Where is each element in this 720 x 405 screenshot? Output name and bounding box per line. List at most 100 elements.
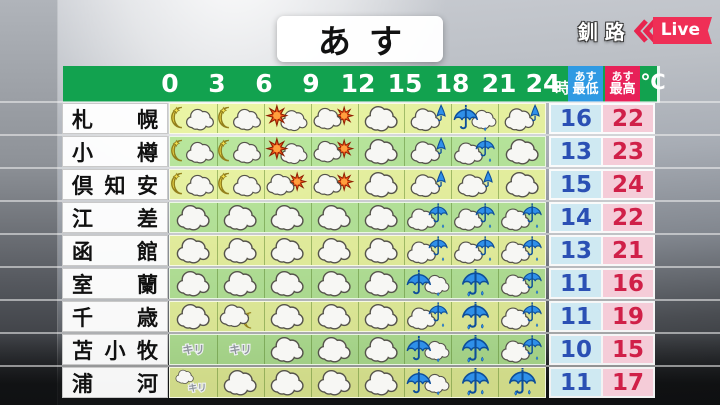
cloud-icon: [364, 105, 398, 132]
cloud-umbrella-icon: [500, 302, 542, 330]
city-label: 江差: [62, 202, 168, 233]
sun-cloud-icon: [265, 104, 308, 132]
high-temp-value: 22: [603, 204, 653, 231]
icon-strip: [169, 235, 546, 266]
city-label-char: 室: [72, 272, 93, 297]
sun-cloud-icon: [265, 137, 308, 165]
high-temp-value: 19: [603, 303, 653, 330]
low-temp-value: 13: [551, 237, 601, 264]
cloud-drop-icon: [410, 104, 446, 132]
high-badge-line2: 最高: [609, 81, 636, 97]
city-label: 浦河: [62, 367, 168, 398]
hours-header-bar: 0 3 6 9 12 15 18 21 24 時 あす 最低 あす 最高 ℃: [63, 66, 666, 102]
cloud-icon: [224, 204, 257, 231]
weather-icon-cell: [404, 203, 451, 232]
cloud-sun-icon: [313, 105, 355, 130]
city-label: 札幌: [62, 103, 168, 134]
icon-strip: [169, 136, 546, 167]
weather-icon-cell: [310, 104, 358, 133]
cloud-icon: [270, 237, 304, 264]
live-indicator: 釧路 Live: [578, 16, 712, 45]
weather-icon-cell: [310, 368, 358, 397]
hour-label: 24: [525, 69, 561, 98]
cloud-umbrella-icon: [500, 236, 542, 264]
city-label-char: 河: [137, 371, 158, 396]
weather-icon-cell: [216, 203, 264, 232]
city-label: 倶知安: [62, 169, 168, 200]
hour-label: 6: [255, 69, 273, 98]
weather-icon-cell: [310, 236, 358, 265]
weather-icon-cell: [404, 368, 451, 397]
low-temp-value: 15: [551, 171, 601, 198]
hour-label: 21: [481, 69, 517, 98]
cloud-icon: [224, 270, 257, 297]
weather-icon-cell: [451, 302, 498, 331]
weather-icon-cell: [357, 368, 405, 397]
celsius-unit-label: ℃: [640, 70, 666, 94]
cloud-drop-icon: [410, 137, 446, 165]
high-temp-value: 22: [603, 105, 653, 132]
cloud-icon: [505, 138, 539, 165]
weather-icon-cell: [263, 236, 311, 265]
weather-icon-cell: [263, 302, 311, 331]
city-label-char: 樽: [137, 140, 158, 165]
hour-label: 12: [340, 69, 376, 98]
weather-icon-cell: [404, 236, 451, 265]
city-label: 室蘭: [62, 268, 168, 299]
weather-icon-cell: [216, 104, 264, 133]
weather-icon-cell: [216, 368, 264, 397]
city-label-char: 札: [72, 107, 93, 132]
temperature-box: 15 24: [549, 169, 655, 200]
weather-icon-cell: [216, 137, 264, 166]
weather-icon-cell: [357, 269, 405, 298]
cloud-icon: [224, 237, 257, 264]
city-label-char: 苫: [72, 338, 93, 363]
weather-icon-cell: キリ: [170, 368, 217, 397]
weather-icon-cell: [451, 236, 498, 265]
temperature-box: 11 19: [549, 301, 655, 332]
icon-strip: [169, 169, 546, 200]
cloud-icon: [270, 336, 304, 363]
weather-icon-cell: [216, 269, 264, 298]
cloud-icon: [364, 336, 398, 363]
weather-icon-cell: [310, 203, 358, 232]
fog-icon: キリ: [181, 342, 206, 357]
weather-icon-cell: [263, 203, 311, 232]
table-row: 函館 13 21: [0, 235, 720, 266]
high-temp-value: 21: [603, 237, 653, 264]
svg-text:キリ: キリ: [188, 383, 206, 394]
weather-icon-cell: [263, 368, 311, 397]
cloud-icon: [317, 270, 351, 297]
umbrella-cloud-icon: [406, 368, 450, 396]
city-label: 函館: [62, 235, 168, 266]
cloud-sun-icon: [313, 138, 355, 163]
weather-icon-cell: [170, 236, 217, 265]
cloud-icon: [364, 303, 398, 330]
weather-icon-cell: [310, 335, 358, 364]
weather-icon-cell: [498, 368, 545, 397]
city-label-char: 函: [72, 239, 93, 264]
hour-label: 15: [387, 69, 423, 98]
table-row: 江差 14 22: [0, 202, 720, 233]
cloud-icon: [176, 237, 210, 264]
weather-icon-cell: [357, 236, 405, 265]
weather-icon-cell: [498, 104, 545, 133]
live-location-label: 釧路: [577, 20, 632, 44]
cloud-fog-icon: キリ: [175, 369, 208, 395]
umbrella-icon: [461, 335, 489, 363]
hour-label: 0: [161, 69, 179, 98]
weather-icon-cell: [498, 269, 545, 298]
low-badge-line2: 最低: [572, 81, 599, 97]
moon-cloud-icon: [171, 139, 214, 164]
hour-label: 3: [208, 69, 226, 98]
cloud-icon: [364, 270, 398, 297]
table-row: 札幌 16 22: [0, 103, 720, 134]
temperature-box: 10 15: [549, 334, 655, 365]
cloud-icon: [176, 303, 210, 330]
weather-icon-cell: [451, 104, 498, 133]
city-label-char: 幌: [137, 107, 158, 132]
city-label-char: 知: [104, 173, 126, 198]
hour-label: 9: [302, 69, 320, 98]
svg-text:キリ: キリ: [230, 343, 252, 356]
weather-icon-cell: [404, 335, 451, 364]
